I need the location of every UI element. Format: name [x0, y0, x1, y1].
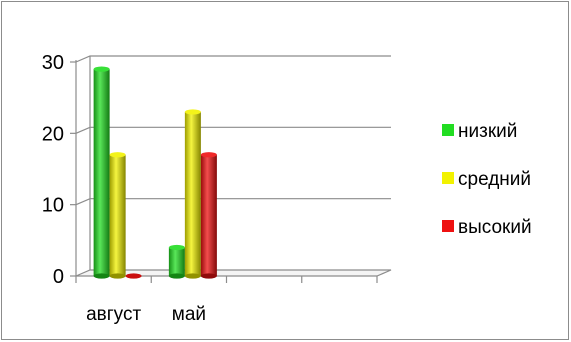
bar [125, 273, 142, 279]
gridlines [75, 55, 391, 206]
bar [109, 152, 126, 279]
bar-top [200, 152, 217, 158]
y-tick-label: 30 [42, 52, 64, 74]
bar-top [93, 66, 110, 72]
legend-swatch [442, 124, 454, 136]
y-tick-label: 10 [42, 195, 64, 217]
bar-body [184, 111, 201, 276]
bar-body [109, 154, 126, 276]
bar-top [168, 244, 185, 251]
bar [93, 66, 110, 279]
chart-walls [75, 56, 91, 276]
gridline [75, 55, 391, 63]
bars [93, 66, 217, 279]
bar-body [168, 247, 185, 276]
floor-plane [75, 269, 392, 277]
bar-base [184, 273, 201, 279]
bar [184, 109, 201, 279]
legend-item: высокий [442, 217, 532, 238]
bar [200, 152, 217, 279]
bar-base [109, 273, 126, 279]
bar-top [184, 109, 201, 115]
x-tick-label: май [172, 304, 206, 325]
gridline [75, 198, 391, 206]
bar-body [200, 154, 217, 276]
bar-top [109, 152, 126, 158]
y-tick-label: 20 [42, 123, 64, 145]
bar-base [93, 273, 110, 279]
y-axis-ticks: 0 10 20 30 [42, 52, 76, 288]
chart-floor [75, 269, 392, 277]
bar-base [200, 273, 217, 279]
gridline [75, 126, 391, 134]
bar-top [125, 273, 142, 279]
x-axis-ticks: август май [75, 276, 378, 325]
legend-label: высокий [458, 217, 532, 238]
legend-item: средний [442, 169, 531, 190]
legend-swatch [442, 172, 454, 184]
legend: низкий средний высокий [442, 121, 532, 238]
y-tick-label: 0 [53, 266, 64, 288]
bar-base [168, 273, 185, 279]
legend-label: средний [458, 169, 531, 190]
legend-item: низкий [442, 121, 517, 142]
legend-swatch [442, 220, 454, 232]
legend-label: низкий [458, 121, 517, 142]
bar [168, 244, 185, 279]
bar-body [93, 69, 110, 276]
x-tick-label: август [86, 304, 141, 325]
